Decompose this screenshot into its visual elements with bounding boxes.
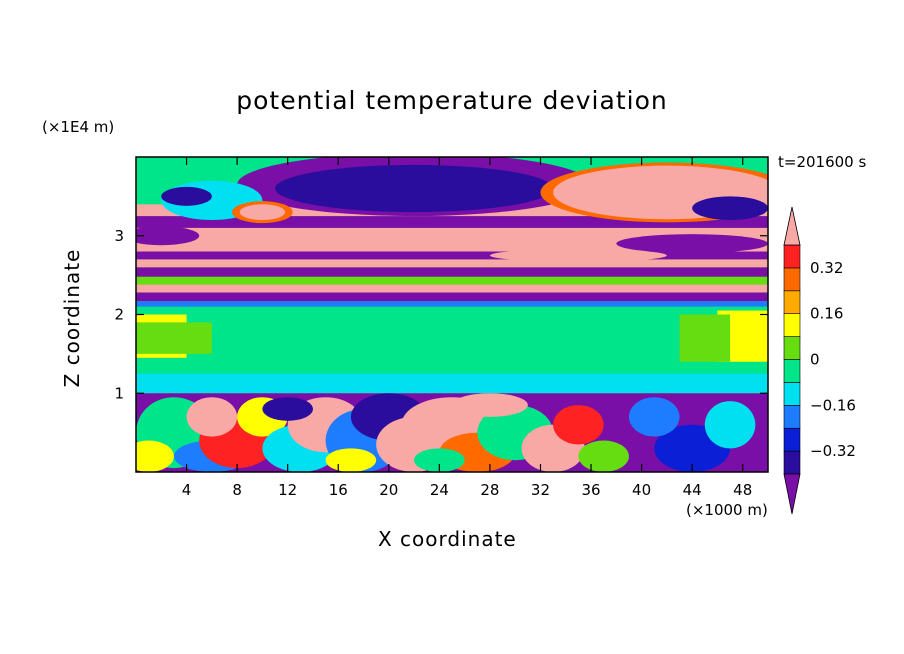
x-axis-unit: (×1000 m) [686, 501, 768, 519]
x-tick-label: 28 [480, 481, 499, 499]
colorbar-label: 0.16 [810, 305, 843, 323]
colorbar-label: 0 [810, 351, 820, 369]
field-blob [136, 440, 174, 472]
colorbar-label: −0.32 [810, 442, 856, 460]
field-band [136, 301, 768, 307]
field-blob [262, 397, 313, 421]
colorbar: 0.32 0.16 0 −0.16 −0.32 [783, 206, 856, 515]
colorbar-label: −0.16 [810, 396, 856, 414]
field-blob [553, 405, 604, 445]
colorbar-segment [783, 313, 801, 337]
y-tick-label: 1 [114, 384, 124, 402]
field-band [136, 259, 768, 268]
x-tick-label: 40 [632, 481, 651, 499]
band-cold-3 [136, 216, 768, 228]
x-tick-label: 8 [232, 481, 242, 499]
x-tick-label: 24 [430, 481, 449, 499]
field-blob [414, 448, 465, 472]
y-axis: 1 2 3 [114, 227, 768, 402]
colorbar-segment [783, 336, 801, 360]
time-label: t=201600 s [778, 153, 867, 171]
x-tick-label: 12 [278, 481, 297, 499]
colorbar-lower-arrow [783, 473, 801, 515]
band-warm-2 [136, 227, 768, 252]
field-blob [275, 164, 554, 213]
x-tick-label: 16 [329, 481, 348, 499]
colorbar-segment [783, 450, 801, 475]
band-light-right [679, 314, 731, 362]
colorbar-segment [783, 382, 801, 406]
y-axis-unit: (×1E4 m) [42, 118, 115, 136]
y-tick-label: 3 [114, 227, 124, 245]
band-warm-1 [136, 284, 768, 293]
y-tick-label: 2 [114, 306, 124, 324]
field-blob [325, 448, 377, 472]
field-blob [628, 397, 680, 437]
field-blob [692, 196, 768, 220]
field-blob [616, 234, 768, 254]
band-neutral [136, 306, 768, 378]
field-blob [704, 401, 756, 449]
colorbar-segment [783, 267, 801, 292]
field-band [136, 251, 768, 260]
x-tick-label: 20 [379, 481, 398, 499]
x-axis: 4 8 12 16 20 24 28 32 36 40 44 48 [182, 157, 752, 499]
chart-title: potential temperature deviation [236, 86, 668, 115]
field-blob [186, 397, 238, 437]
colorbar-segment [783, 290, 801, 314]
colorbar-label: 0.32 [810, 259, 843, 277]
x-tick-label: 32 [531, 481, 550, 499]
field-blob [452, 393, 528, 417]
x-axis-label: X coordinate [378, 527, 517, 551]
colorbar-segment [783, 404, 801, 429]
band-cool [136, 379, 768, 394]
x-tick-label: 36 [581, 481, 600, 499]
colorbar-segment [783, 244, 801, 269]
band-cold-1 [136, 292, 768, 302]
field-blob [489, 249, 667, 262]
field-band [136, 276, 768, 285]
field-blob [161, 186, 212, 206]
contour-field [136, 157, 768, 472]
colorbar-upper-arrow [783, 206, 801, 246]
x-tick-label: 48 [733, 481, 752, 499]
x-tick-label: 4 [182, 481, 192, 499]
colorbar-segment [783, 359, 801, 383]
band-cold-2 [136, 267, 768, 277]
field-blob [578, 440, 629, 472]
colorbar-segment [783, 427, 801, 452]
field-blob [239, 204, 286, 220]
band-cool-line [136, 373, 768, 380]
band-light-left [136, 322, 212, 354]
x-tick-label: 44 [683, 481, 702, 499]
field-blob [136, 226, 200, 246]
